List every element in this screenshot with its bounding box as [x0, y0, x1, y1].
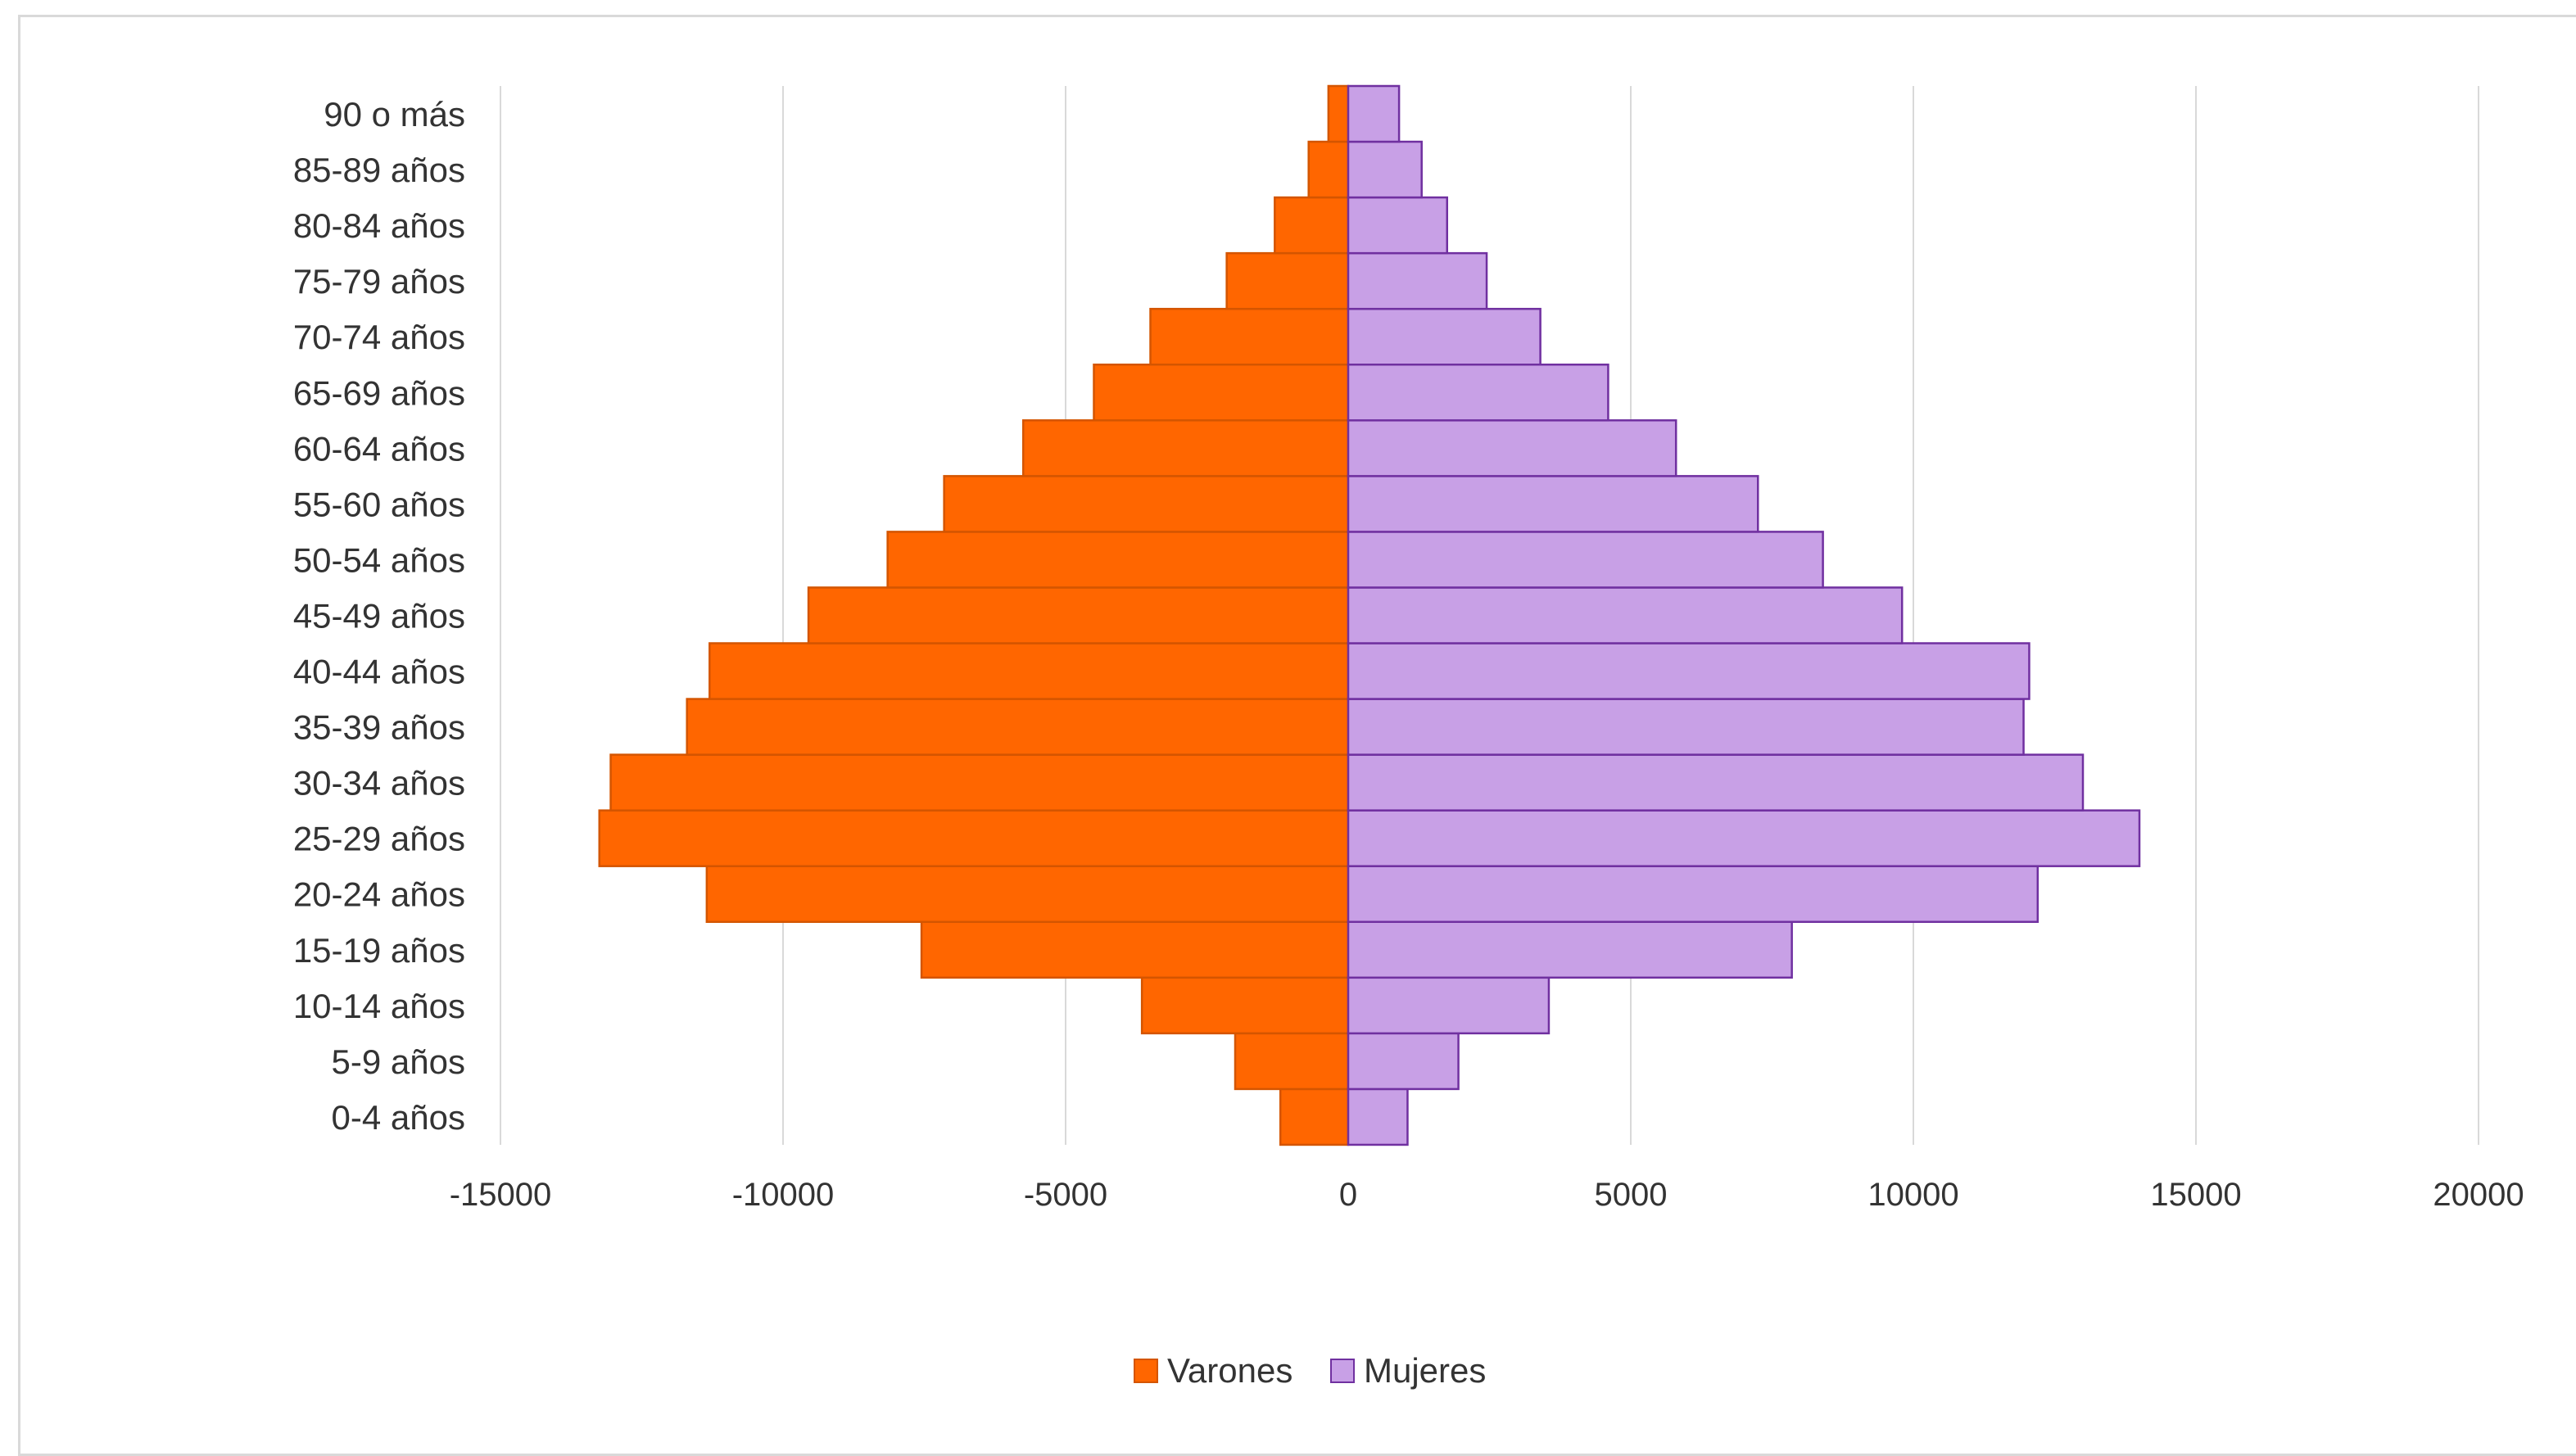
bar-mujeres	[1347, 475, 1759, 533]
bar-mujeres	[1347, 698, 2025, 756]
category-label: 60-64 años	[293, 429, 465, 468]
category-labels: 0-4 años 5-9 años 10-14 años 15-19 años 20-2…	[293, 95, 465, 1137]
legend-swatch-mujeres	[1330, 1359, 1355, 1383]
x-tick-label: -10000	[732, 1177, 835, 1213]
bar-varones	[1225, 251, 1350, 310]
category-label: 75-79 años	[293, 262, 465, 301]
category-label: 5-9 años	[332, 1042, 465, 1081]
bar-mujeres	[1347, 1032, 1460, 1091]
x-tick-label: -5000	[1024, 1177, 1107, 1213]
bar-varones	[709, 642, 1350, 700]
category-label: 55-60 años	[293, 485, 465, 523]
category-label: 10-14 años	[293, 987, 465, 1025]
bar-varones	[1022, 419, 1350, 477]
bar-mujeres	[1347, 976, 1551, 1035]
bar-mujeres	[1347, 1087, 1409, 1146]
bar-mujeres	[1347, 307, 1542, 366]
x-tick-label: 10000	[1867, 1177, 1958, 1213]
legend-swatch-varones	[1134, 1359, 1158, 1383]
legend: Varones Mujeres	[1134, 1351, 1486, 1390]
x-tick-label: 15000	[2150, 1177, 2241, 1213]
bar-mujeres	[1347, 251, 1488, 310]
category-label: 0-4 años	[332, 1098, 465, 1137]
bar-mujeres	[1347, 196, 1448, 255]
bar-mujeres	[1347, 140, 1423, 199]
bar-varones	[886, 531, 1350, 589]
bar-mujeres	[1347, 753, 2085, 812]
category-label: 80-84 años	[293, 206, 465, 245]
category-label: 40-44 años	[293, 653, 465, 691]
x-tick-labels: -15000 -10000 -5000 0 5000 10000 15000 20000	[450, 1177, 2524, 1213]
category-label: 35-39 años	[293, 708, 465, 747]
category-label: 90 o más	[324, 95, 465, 133]
category-label: 70-74 años	[293, 318, 465, 356]
x-tick-label: 0	[1339, 1177, 1357, 1213]
category-label: 45-49 años	[293, 596, 465, 635]
bar-varones	[943, 475, 1350, 533]
x-tick-label: 20000	[2433, 1177, 2524, 1213]
bar-mujeres	[1347, 531, 1824, 589]
bar-varones	[609, 753, 1350, 812]
bar-mujeres	[1347, 364, 1609, 422]
bar-varones	[598, 809, 1350, 867]
category-label: 50-54 años	[293, 540, 465, 579]
bar-varones	[1279, 1087, 1350, 1146]
legend-label-mujeres: Mujeres	[1364, 1351, 1486, 1390]
bar-varones	[1307, 140, 1350, 199]
legend-label-varones: Varones	[1167, 1351, 1293, 1390]
bar-mujeres	[1347, 419, 1677, 477]
bar-varones	[1149, 307, 1350, 366]
category-label: 85-89 años	[293, 151, 465, 189]
bar-varones	[1093, 364, 1350, 422]
bar-mujeres	[1347, 586, 1904, 644]
category-label: 15-19 años	[293, 931, 465, 970]
bar-mujeres	[1347, 920, 1793, 979]
bar-varones	[1234, 1032, 1350, 1091]
bar-varones	[920, 920, 1350, 979]
category-label: 25-29 años	[293, 820, 465, 858]
bar-mujeres	[1347, 642, 2030, 700]
x-tick-label: 5000	[1595, 1177, 1668, 1213]
bar-mujeres	[1347, 809, 2141, 867]
category-label: 20-24 años	[293, 875, 465, 914]
x-tick-label: -15000	[450, 1177, 552, 1213]
bar-mujeres	[1347, 865, 2040, 923]
bar-varones	[686, 698, 1350, 756]
bar-varones	[1274, 196, 1350, 255]
category-label: 30-34 años	[293, 764, 465, 803]
bar-mujeres	[1347, 84, 1401, 143]
bar-varones	[807, 586, 1350, 644]
bar-varones	[1140, 976, 1350, 1035]
category-label: 65-69 años	[293, 373, 465, 412]
bar-varones	[705, 865, 1350, 923]
bar-varones	[1327, 84, 1350, 143]
bars	[598, 84, 2141, 1146]
